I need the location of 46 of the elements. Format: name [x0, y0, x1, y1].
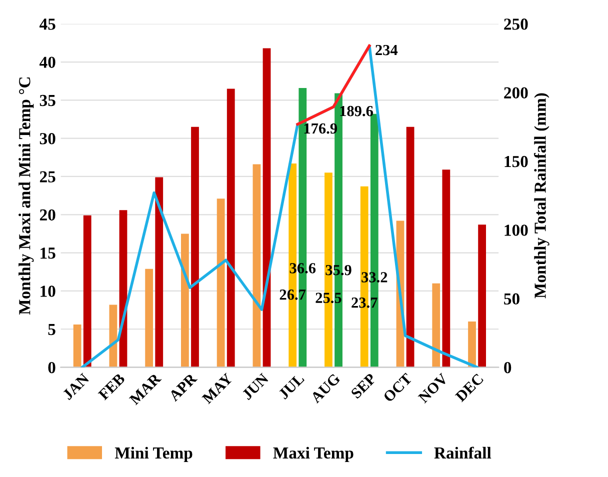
bar [145, 268, 154, 368]
data-label: 26.7 [280, 290, 306, 300]
bar [73, 324, 82, 368]
bar [442, 170, 450, 368]
legend-label: Mini Temp [114, 446, 192, 462]
data-label: 25.5 [316, 292, 342, 304]
y-tick-label: 45 [40, 18, 56, 30]
bar [432, 283, 440, 368]
bar [406, 126, 414, 368]
y-axis-title: Monthly Maxi and Mini Temp °C [18, 78, 34, 315]
y2-tick-label: 250 [504, 18, 528, 30]
bar [109, 304, 118, 368]
y-tick-label: 0 [48, 362, 56, 374]
bar [191, 126, 199, 368]
data-label: 36.6 [290, 263, 316, 274]
data-label: 33.2 [362, 272, 388, 282]
bar [216, 198, 225, 368]
y-tick-label: 30 [40, 133, 56, 144]
y-tick-label: 5 [48, 324, 56, 336]
data-label: 23.7 [352, 298, 378, 308]
data-label: 35.9 [326, 264, 352, 276]
bar [155, 177, 164, 368]
y2-tick-label: 0 [504, 362, 512, 374]
legend-label: Maxi Temp [273, 446, 354, 462]
x-tick-label: JUL [278, 373, 305, 400]
y2-tick-label: 200 [504, 87, 528, 98]
y-tick-label: 20 [40, 209, 56, 221]
bar [262, 48, 271, 368]
bar [468, 322, 476, 368]
y-tick-label: 35 [40, 94, 56, 106]
data-label: 234 [376, 44, 398, 56]
y-tick-label: 40 [40, 56, 56, 68]
bar [226, 88, 235, 368]
y-tick-label: 15 [40, 248, 56, 259]
bar [478, 224, 486, 368]
y2-tick-label: 150 [504, 156, 528, 168]
y-tick-label: 25 [40, 171, 56, 182]
y2-axis-title: Monthly Total Rainfall (mm) [534, 93, 550, 298]
bar [181, 234, 189, 368]
legend-label: Rainfall [434, 446, 492, 459]
y2-tick-label: 50 [504, 293, 520, 305]
bar [252, 164, 261, 368]
y-tick-label: 10 [40, 286, 56, 297]
x-tick-label: SEP [350, 372, 377, 399]
bar [83, 215, 92, 368]
y2-tick-label: 100 [504, 224, 528, 236]
